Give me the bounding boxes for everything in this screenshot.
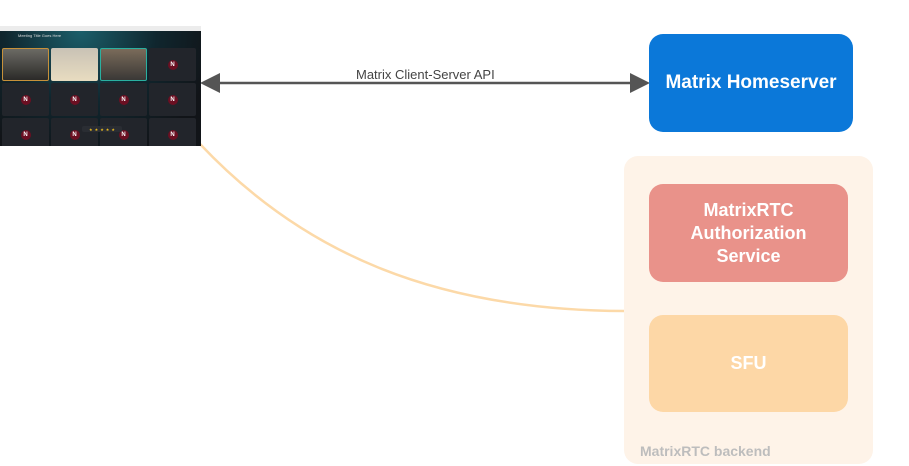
avatar: N (69, 129, 80, 140)
participant-tile (2, 48, 49, 81)
avatar: N (118, 129, 129, 140)
participant-tile (51, 48, 98, 81)
participant-tile: N (100, 118, 147, 146)
client-server-api-label: Matrix Client-Server API (356, 67, 495, 82)
avatar: N (20, 94, 31, 105)
avatar: N (20, 129, 31, 140)
meeting-title: Meeting Title Goes Here (18, 33, 62, 38)
participant-tile: N (2, 83, 49, 116)
matrix-homeserver-node: Matrix Homeserver (649, 34, 853, 132)
backend-group-label: MatrixRTC backend (640, 443, 771, 459)
participant-tile: N (2, 118, 49, 146)
participant-tile: N (149, 118, 196, 146)
participant-tile: N (51, 118, 98, 146)
auth-service-label: MatrixRTC Authorization Service (690, 199, 807, 266)
avatar: N (167, 129, 178, 140)
avatar: N (118, 94, 129, 105)
participant-tile: N (149, 83, 196, 116)
avatar: N (167, 59, 178, 70)
participant-tile (100, 48, 147, 81)
star-icon: ★ (89, 126, 93, 132)
star-icon: ★ (94, 126, 99, 132)
call-app: Meeting Title Goes Here N N N N N N N N … (0, 31, 201, 146)
star-icon: ★ (100, 126, 104, 132)
browser-chrome (0, 26, 201, 31)
star-icon: ★ (111, 126, 115, 132)
avatar: N (167, 94, 178, 105)
avatar: N (69, 94, 80, 105)
client-to-backend-link (199, 143, 625, 313)
star-icon: ★ (105, 126, 110, 132)
client-screenshot: Meeting Title Goes Here N N N N N N N N … (0, 26, 201, 146)
reaction-bar: ★ ★ ★ ★ ★ (82, 126, 122, 132)
participant-grid: N N N N N N N N N (2, 48, 199, 146)
matrixrtc-authorization-service-node: MatrixRTC Authorization Service (649, 184, 848, 282)
participant-tile: N (149, 48, 196, 81)
sfu-node: SFU (649, 315, 848, 412)
participant-tile: N (51, 83, 98, 116)
participant-tile: N (100, 83, 147, 116)
